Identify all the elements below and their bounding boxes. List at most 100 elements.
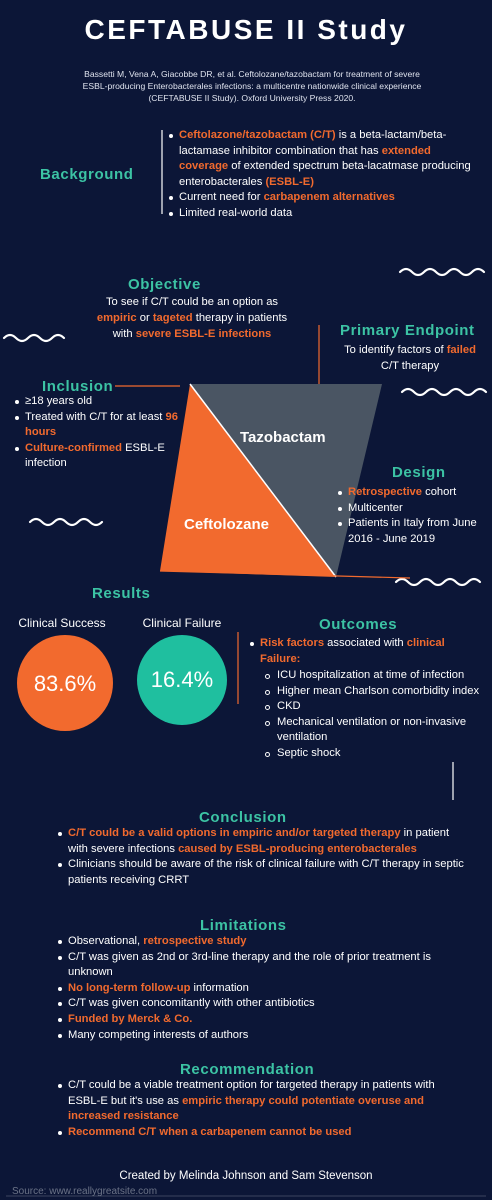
bullet-item: Retrospective cohort — [337, 485, 487, 501]
bullet-list: C/T could be a valid options in empiric … — [57, 826, 467, 888]
text-segment: To identify factors of — [344, 344, 447, 356]
sub-bullet-item: Mechanical ventilation or non-invasive v… — [255, 715, 480, 746]
bullet-list: C/T could be a viable treatment option f… — [57, 1078, 467, 1140]
bullet-item: No long-term follow-up information — [57, 981, 467, 997]
bullet-list: Observational, retrospective study C/T wa… — [57, 934, 467, 1043]
bullet-item: Risk factors associated with clinical Fa… — [249, 636, 484, 667]
bullet-item: C/T was given as 2nd or 3rd-line therapy… — [57, 950, 467, 981]
bullet-item: Limited real-world data — [168, 206, 478, 222]
paragraph: To identify factors of failed C/T therap… — [340, 342, 480, 374]
divider — [159, 570, 411, 579]
section-heading: Outcomes — [319, 616, 398, 633]
shape-label: Tazobactam — [240, 429, 326, 446]
citation: Bassetti M, Vena A, Giacobbe DR, et al. … — [82, 69, 422, 103]
text-segment: cohort — [422, 486, 457, 498]
section-heading: Design — [392, 464, 446, 481]
text-segment: in patient with severe infections — [68, 827, 450, 855]
section-heading: Objective — [128, 276, 201, 293]
paragraph: To see if C/T could be an option as empi… — [92, 294, 292, 342]
section-heading: Limitations — [200, 917, 287, 934]
text-segment: 96 hours — [25, 410, 178, 439]
bullet-item: Current need for carbapenem alternatives — [168, 190, 478, 206]
text-segment: Clinicians should be aware of the risk o… — [68, 858, 464, 886]
text-segment: Retrospective — [348, 486, 422, 498]
text-segment: C/T was given as 2nd or 3rd-line therapy… — [68, 950, 431, 979]
text-segment: Many competing interests of authors — [68, 1028, 249, 1041]
text-segment: ≥18 years old — [25, 395, 93, 407]
bullet-list: Risk factors associated with clinical Fa… — [249, 636, 484, 667]
sub-bullet-item: CKD — [255, 699, 480, 715]
bullet-item: C/T could be a viable treatment option f… — [57, 1078, 467, 1125]
section-heading: Results — [92, 585, 151, 602]
text-segment: caused by ESBL-producing enterobacterale… — [178, 842, 417, 855]
text-segment: Recommend C/T when a carbapenem cannot b… — [68, 1125, 352, 1138]
bullet-item: Many competing interests of authors — [57, 1028, 467, 1044]
section-heading: Recommendation — [180, 1061, 315, 1078]
bullet-item: Ceftolazone/tazobactam (C/T) is a beta-l… — [168, 128, 478, 190]
text-segment: Patients in Italy from June 2016 - June … — [348, 517, 477, 545]
text-segment: Observational, — [68, 935, 144, 947]
text-segment: severe ESBL-E infections — [135, 328, 272, 340]
title: CEFTABUSE II Study — [84, 14, 408, 45]
text-segment: or — [136, 312, 153, 324]
wave — [400, 387, 488, 397]
shape-label: Ceftolozane — [184, 516, 270, 533]
text-segment: Ceftolazone/tazobactam (C/T) — [179, 129, 336, 141]
text-segment: Limited real-world data — [179, 206, 293, 219]
wave — [28, 517, 104, 527]
text-segment: associated with — [324, 637, 407, 649]
bullet-item: Clinicians should be aware of the risk o… — [57, 857, 467, 888]
text-segment: retrospective study — [143, 935, 247, 947]
wave — [398, 267, 486, 277]
sub-bullet-item: Septic shock — [255, 746, 480, 762]
bullet-item: C/T could be a valid options in empiric … — [57, 826, 467, 857]
section-heading: Conclusion — [199, 809, 287, 826]
sub-bullet-list: ICU hospitalization at time of infection… — [255, 668, 480, 762]
text-segment: carbapenem alternatives — [263, 191, 395, 204]
text-segment: (ESBL-E) — [265, 175, 314, 188]
text-segment: Treated with C/T for at least — [25, 410, 166, 423]
shape-edge — [189, 383, 337, 578]
text-segment: empiric therapy could potentiate overuse… — [68, 1094, 424, 1123]
bullet-item: Treated with C/T for at least 96 hours — [14, 410, 184, 441]
text-segment: Culture-confirmed — [25, 441, 122, 454]
bullet-item: Observational, retrospective study — [57, 934, 467, 950]
credit: Created by Melinda Johnson and Sam Steve… — [119, 1170, 373, 1182]
bullet-item: Recommend C/T when a carbapenem cannot b… — [57, 1125, 467, 1141]
sub-bullet-item: ICU hospitalization at time of infection — [255, 668, 480, 684]
text-segment: No long-term follow-up — [68, 981, 191, 994]
section-heading: Background — [40, 166, 134, 183]
ceftolozane-shape — [160, 384, 336, 577]
bullet-list: Ceftolazone/tazobactam (C/T) is a beta-l… — [168, 128, 478, 222]
text-segment: C/T was given concomitantly with other a… — [68, 997, 315, 1010]
success-circle — [17, 635, 113, 731]
text-segment: Funded by Merck & Co. — [68, 1012, 193, 1025]
section-heading: Primary Endpoint — [340, 322, 475, 339]
result-value: 83.6% — [33, 671, 97, 696]
bullet-list: Retrospective cohort Multicenter Patients … — [337, 485, 487, 547]
bullet-item: C/T was given concomitantly with other a… — [57, 996, 467, 1012]
bullet-item: Patients in Italy from June 2016 - June … — [337, 516, 487, 547]
text-segment: information — [190, 981, 249, 994]
text-segment: empiric — [96, 312, 137, 324]
section-heading: Inclusion — [42, 378, 114, 395]
bullet-item: Culture-confirmed ESBL-E infection — [14, 441, 184, 472]
text-segment: of extended spectrum beta-lacatmase prod… — [179, 160, 471, 188]
bullet-item: Multicenter — [337, 501, 487, 517]
result-value: 16.4% — [150, 667, 214, 692]
bullet-item: ≥18 years old — [14, 394, 184, 410]
text-segment: extended coverage — [179, 144, 431, 173]
text-segment: C/T could be a valid options in empiric … — [68, 827, 401, 839]
tazobactam-shape — [190, 384, 382, 577]
result-label: Clinical Success — [18, 616, 106, 630]
text-segment: Current need for — [179, 191, 264, 204]
text-segment: tageted — [152, 312, 193, 324]
source: Source: www.reallygreatsite.com — [12, 1186, 158, 1197]
text-segment: is a beta-lactam/beta-lactamase inhibito… — [179, 129, 447, 157]
text-segment: clinical Failure: — [260, 637, 445, 665]
failure-circle — [137, 635, 227, 725]
bullet-item: Funded by Merck & Co. — [57, 1012, 467, 1028]
text-segment: therapy in patients with — [112, 312, 288, 340]
text-segment: failed — [446, 344, 476, 356]
